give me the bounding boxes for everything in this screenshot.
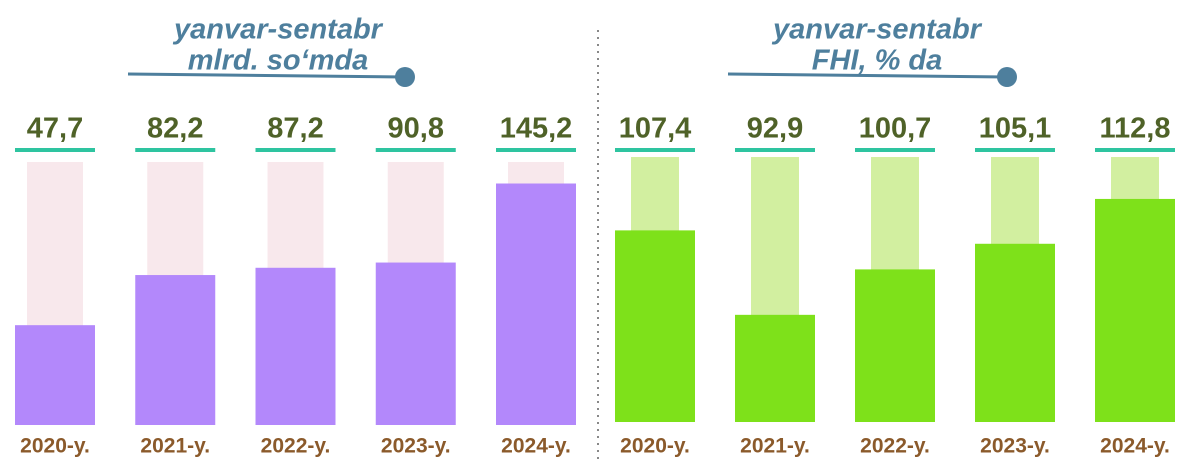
bar xyxy=(615,230,695,422)
x-tick-label: 2021-y. xyxy=(740,435,810,458)
value-label: 92,9 xyxy=(747,113,803,145)
x-tick-label: 2022-y. xyxy=(860,435,930,458)
value-label: 100,7 xyxy=(859,113,932,145)
value-label: 47,7 xyxy=(27,113,83,145)
title-rule xyxy=(127,72,406,79)
value-label: 87,2 xyxy=(267,113,323,145)
bar xyxy=(1095,198,1175,422)
bar xyxy=(15,325,95,425)
bar xyxy=(975,243,1055,422)
value-label: 82,2 xyxy=(147,113,203,145)
bar xyxy=(855,269,935,422)
bar xyxy=(255,267,336,425)
x-tick-label: 2020-y. xyxy=(620,435,690,458)
x-tick-label: 2024-y. xyxy=(1100,435,1170,458)
bar xyxy=(496,183,576,425)
x-tick-label: 2021-y. xyxy=(140,435,210,458)
chart-title: yanvar-sentabr xyxy=(771,14,983,46)
value-label: 107,4 xyxy=(619,113,692,145)
value-label: 105,1 xyxy=(979,113,1052,145)
chart-title: FHI, % da xyxy=(812,45,943,77)
x-tick-label: 2022-y. xyxy=(261,435,331,458)
x-tick-label: 2023-y. xyxy=(980,435,1050,458)
value-label: 90,8 xyxy=(388,113,444,145)
x-tick-label: 2023-y. xyxy=(381,435,451,458)
bar xyxy=(735,314,815,422)
title-rule xyxy=(727,72,1008,79)
value-label: 112,8 xyxy=(1100,113,1171,145)
title-dot xyxy=(395,67,415,87)
bar xyxy=(135,275,216,425)
value-label: 145,2 xyxy=(500,113,573,145)
chart-title: yanvar-sentabr xyxy=(172,14,384,46)
x-tick-label: 2020-y. xyxy=(20,435,90,458)
bar xyxy=(375,262,456,425)
title-dot xyxy=(997,67,1017,87)
x-tick-label: 2024-y. xyxy=(501,435,571,458)
chart-title: mlrd. so‘mda xyxy=(188,45,369,77)
